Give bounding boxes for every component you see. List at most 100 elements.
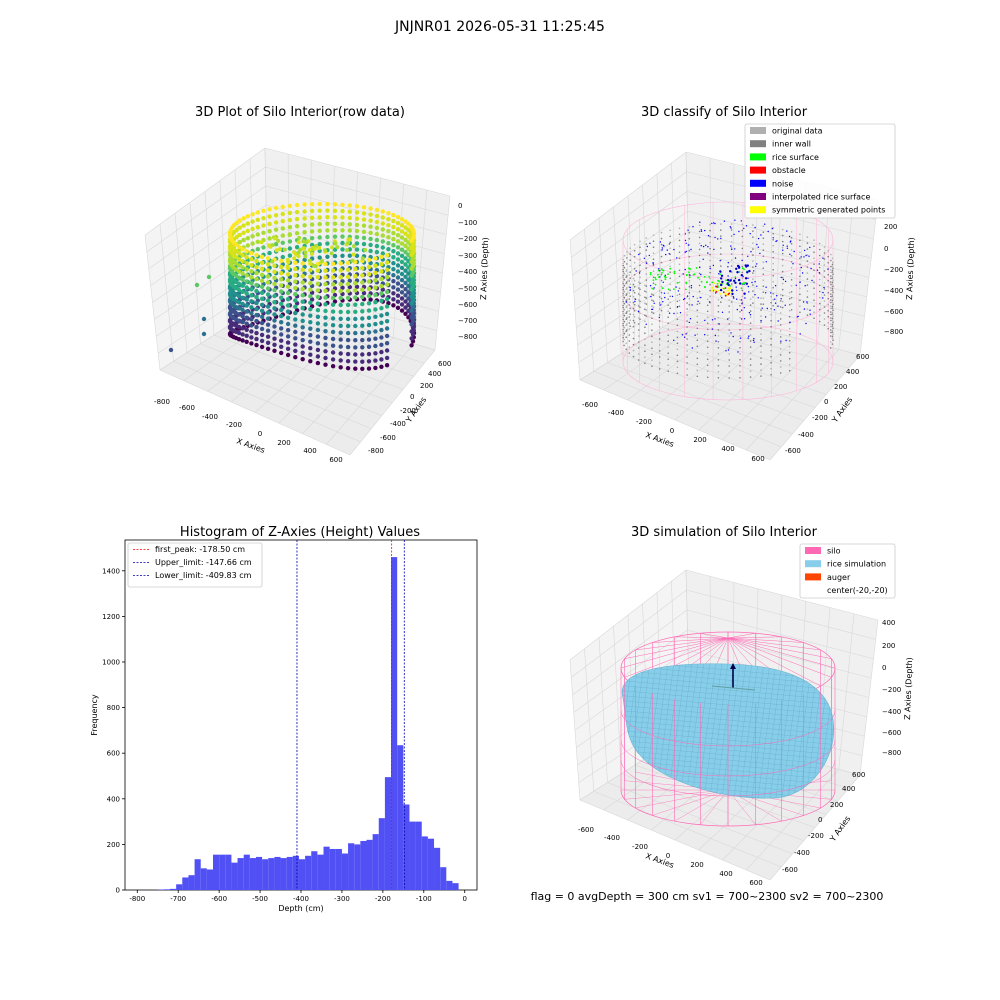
raw-point [386, 235, 391, 240]
wall-point [652, 258, 655, 261]
raw-point [368, 242, 373, 248]
noise-point [723, 220, 726, 222]
wall-point [633, 243, 636, 246]
wall-point [752, 242, 754, 244]
raw-point [279, 271, 284, 276]
histogram-bar [176, 884, 183, 890]
wall-point [696, 333, 699, 336]
wall-point [788, 327, 791, 330]
raw-point [279, 295, 284, 300]
wall-point [779, 348, 782, 350]
raw-point [345, 260, 351, 265]
raw-point [285, 284, 291, 289]
raw-point [325, 228, 330, 233]
raw-point [360, 337, 365, 343]
noise-point [697, 300, 699, 303]
wall-point [831, 319, 834, 321]
raw-point [249, 269, 254, 274]
raw-point [391, 230, 396, 236]
wall-point [652, 252, 655, 254]
histogram-bar [384, 777, 392, 890]
raw-point [409, 245, 414, 250]
wall-point [645, 285, 648, 287]
raw-point [245, 228, 250, 234]
wall-point [676, 336, 679, 339]
raw-point [236, 269, 242, 274]
raw-point [323, 275, 328, 280]
raw-point [261, 245, 266, 250]
raw-point [374, 231, 380, 237]
raw-point [285, 297, 291, 302]
wall-point [686, 350, 688, 352]
wall-point [622, 276, 624, 279]
wall-point [644, 362, 646, 365]
silo-roof-spoke [635, 637, 729, 651]
noise-point [741, 318, 743, 320]
raw-point [403, 287, 408, 292]
wall-point [651, 353, 653, 356]
wall-point [752, 248, 754, 250]
noise-point [806, 301, 808, 303]
wall-point [717, 365, 720, 367]
wall-point [788, 297, 791, 300]
wall-point [623, 308, 626, 311]
wall-point [760, 351, 762, 353]
raw-point [315, 314, 321, 319]
noise-point [780, 298, 782, 300]
wall-point [625, 294, 627, 297]
wall-point [698, 254, 701, 257]
raw-point [391, 218, 396, 224]
noise-point [714, 318, 716, 320]
wall-point [730, 247, 733, 249]
raw-point [399, 223, 405, 228]
raw-point [279, 338, 284, 343]
noise-point [682, 273, 684, 275]
rice-point [723, 287, 725, 290]
wall-point [629, 325, 631, 328]
raw-point [267, 221, 272, 227]
raw-point [303, 254, 308, 259]
noise-point [777, 320, 779, 322]
wall-point [762, 267, 765, 270]
raw-point [353, 345, 358, 350]
auger-arm [711, 685, 734, 689]
wall-point [830, 295, 832, 298]
wall-point [720, 229, 722, 231]
wall-point [832, 267, 834, 270]
wall-point [749, 352, 752, 354]
noise-point [721, 280, 724, 284]
wall-point [651, 335, 653, 338]
wall-point [709, 259, 711, 262]
raw-point [366, 286, 372, 291]
wall-point [644, 314, 646, 317]
histogram-bar [440, 867, 447, 890]
raw-ztick: −100 [458, 219, 477, 227]
wall-point [717, 329, 720, 331]
raw-point [338, 295, 343, 301]
y-tick-label: 1400 [102, 567, 120, 575]
noise-point [729, 226, 731, 228]
wall-point [651, 317, 653, 320]
wall-point [770, 355, 772, 358]
raw-point [259, 278, 265, 283]
symmetric-point [719, 292, 721, 295]
wall-point [688, 231, 691, 234]
noise-point [645, 323, 647, 325]
wall-point [781, 294, 784, 297]
wall-point [667, 340, 669, 343]
wall-point [779, 312, 782, 314]
raw-point [254, 300, 259, 306]
raw-point [354, 284, 360, 289]
raw-point [240, 271, 245, 276]
histogram-bar [335, 848, 342, 890]
raw-point [406, 277, 411, 282]
wall-point [830, 301, 832, 304]
raw-point [379, 357, 384, 362]
wall-point [622, 328, 624, 331]
noise-point [736, 271, 739, 274]
raw-point [309, 202, 315, 207]
raw-point [315, 334, 321, 339]
raw-point [279, 332, 284, 337]
raw-point [249, 323, 254, 328]
wall-point [667, 358, 669, 361]
